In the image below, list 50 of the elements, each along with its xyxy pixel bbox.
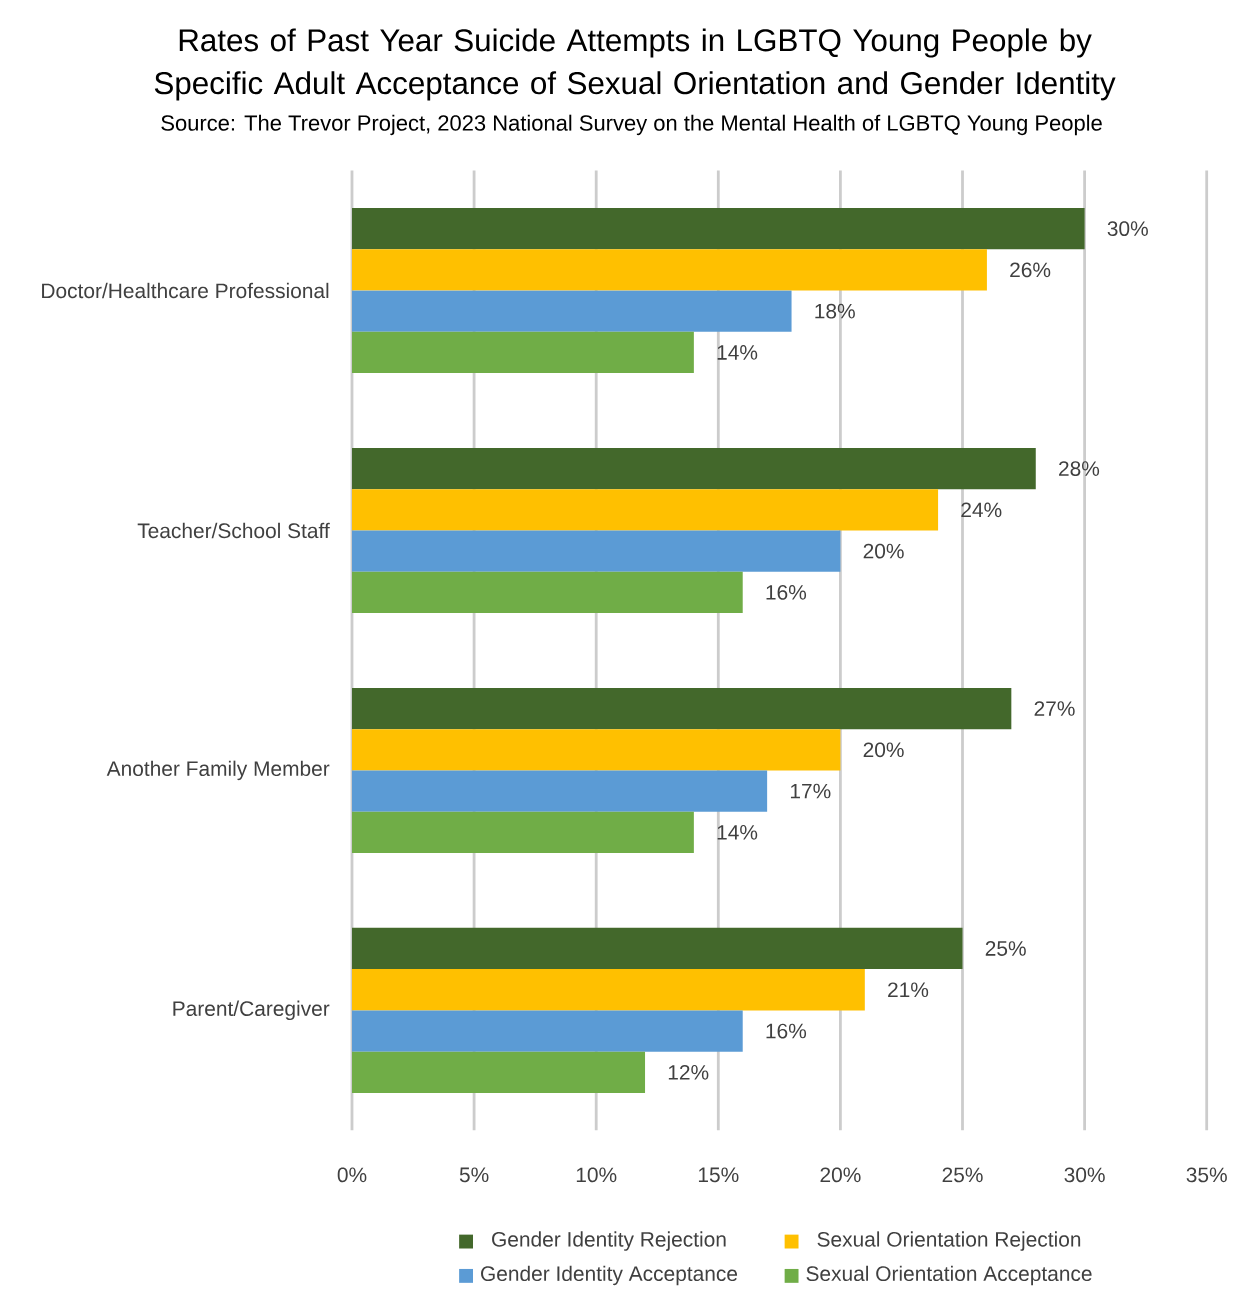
data-label: 12% (668, 1064, 709, 1080)
data-label: 21% (887, 982, 928, 998)
x-tick-label: 5% (459, 1167, 489, 1183)
x-tick-label: 10% (576, 1167, 617, 1183)
bar (351, 969, 865, 1011)
bar (351, 331, 694, 374)
y-tick-label: Teacher/School Staff (137, 522, 330, 539)
data-label: 27% (1034, 701, 1075, 716)
data-label: 16% (766, 585, 806, 600)
data-label: 20% (863, 742, 904, 758)
data-label: 25% (985, 941, 1026, 956)
bar (351, 290, 792, 332)
bar (351, 811, 694, 853)
data-label: 30% (1107, 221, 1148, 237)
legend-label: Sexual Orientation Acceptance (806, 1265, 1092, 1286)
chart-title: Rates of Past Year Suicide Attempts in LGBTQ Young People by Specific Adult Acceptance of Sexual Orientation and Gender Identity (154, 28, 1116, 101)
data-label: 18% (815, 303, 855, 319)
bar (351, 249, 987, 291)
data-label: 14% (717, 345, 758, 360)
legend-label: Gender Identity Rejection (491, 1231, 726, 1251)
bar (351, 447, 1036, 490)
y-tick-label: Doctor/Healthcare Professional (41, 282, 329, 299)
data-label: 16% (766, 1023, 806, 1039)
x-tick-label: 20% (820, 1167, 861, 1183)
data-label: 24% (961, 502, 1002, 518)
bar (351, 729, 841, 771)
bar (351, 530, 841, 572)
x-tick-label: 0% (337, 1167, 367, 1183)
data-label: 26% (1010, 262, 1051, 278)
data-label: 28% (1058, 461, 1099, 476)
chart-subtitle: Source: The Trevor Project, 2023 National Survey on the Mental Health of LGBTQ Young People (161, 114, 1102, 136)
legend-label: Gender Identity Acceptance (480, 1265, 737, 1286)
bar (351, 571, 743, 614)
x-tick-label: 30% (1064, 1167, 1105, 1183)
bar (351, 207, 1085, 250)
data-label: 14% (717, 825, 758, 840)
bar (351, 687, 1012, 730)
bar (351, 1051, 645, 1093)
data-label: 17% (790, 783, 831, 799)
bar (351, 489, 938, 531)
x-tick-label: 35% (1186, 1167, 1227, 1183)
x-tick-label: 15% (698, 1167, 739, 1183)
bar (351, 770, 767, 812)
bar (351, 927, 963, 970)
data-label: 20% (863, 543, 904, 559)
x-tick-label: 25% (942, 1167, 983, 1183)
y-tick-label: Parent/Caregiver (173, 1000, 330, 1021)
bar (351, 1010, 743, 1052)
legend-label: Sexual Orientation Rejection (817, 1231, 1080, 1251)
y-tick-label: Another Family Member (106, 760, 330, 781)
